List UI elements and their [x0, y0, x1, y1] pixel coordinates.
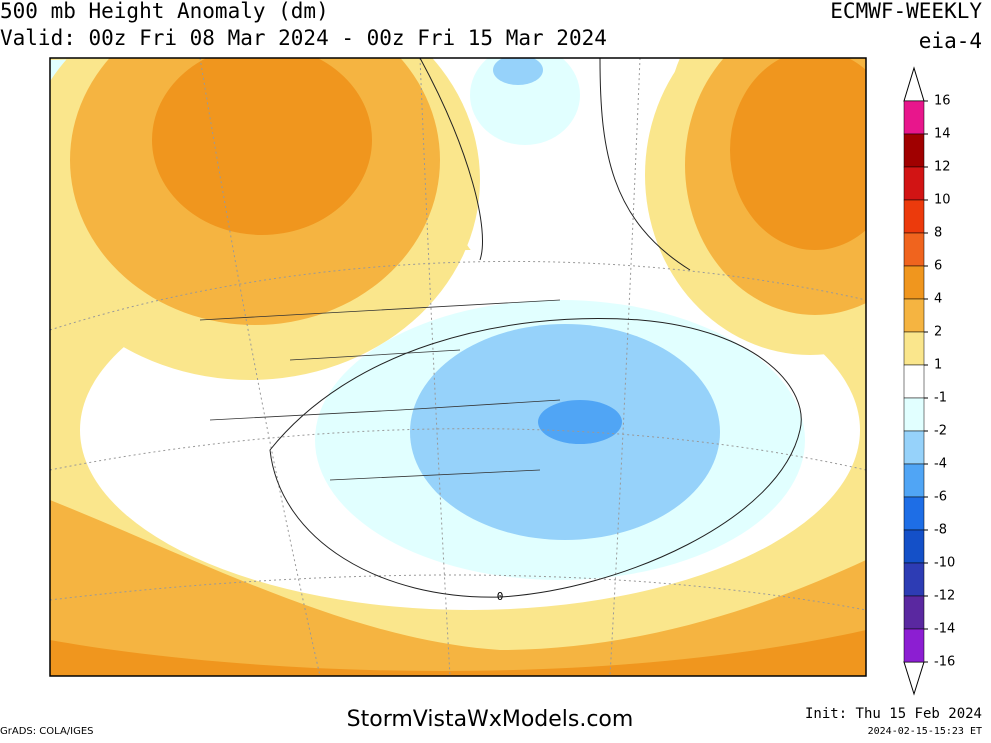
- colorbar-label: -2: [934, 424, 947, 439]
- colorbar-label: -10: [934, 556, 955, 571]
- valid-period: Valid: 00z Fri 08 Mar 2024 - 00z Fri 15 …: [0, 26, 607, 50]
- colorbar-swatch: [903, 298, 925, 333]
- colorbar-swatch: [903, 265, 925, 300]
- colorbar-swatch: [903, 463, 925, 498]
- colorbar-swatch: [903, 331, 925, 366]
- timestamp: 2024-02-15-15:23 ET: [868, 726, 982, 737]
- site: StormVistaWxModels.com: [347, 707, 634, 732]
- colorbar-label: 6: [934, 259, 942, 274]
- colorbar-swatch: [903, 562, 925, 597]
- colorbar-swatch: [903, 430, 925, 465]
- colorbar-label: 14: [934, 127, 951, 142]
- colorbar-label: -1: [934, 391, 947, 406]
- colorbar-label: 1: [934, 358, 942, 373]
- colorbar-swatch: [903, 100, 925, 135]
- colorbar-label: 16: [934, 94, 951, 109]
- colorbar-label: -14: [934, 622, 955, 637]
- title: 500 mb Height Anomaly (dm): [0, 0, 329, 23]
- contour-label: 0: [497, 590, 504, 603]
- colorbar-label: 8: [934, 226, 942, 241]
- colorbar-arrow-bottom: [903, 661, 925, 696]
- map: 0: [50, 58, 866, 676]
- colorbar-label: -16: [934, 655, 955, 670]
- colorbar-swatch: [903, 595, 925, 630]
- colorbar-swatch: [903, 397, 925, 432]
- credit: GrADS: COLA/IGES: [0, 726, 94, 737]
- model-name: ECMWF-WEEKLY: [830, 0, 982, 23]
- colorbar-label: -6: [934, 490, 947, 505]
- colorbar-swatch: [903, 496, 925, 531]
- colorbar-swatch: [903, 199, 925, 234]
- colorbar-swatch: [903, 628, 925, 663]
- colorbar: 16 14 12 10 8 6 4 2 1 -1 -2 -4 -6 -8 -10 -12 -14 -16: [903, 66, 955, 696]
- product-name: eia-4: [919, 29, 982, 53]
- colorbar-label: -8: [934, 523, 947, 538]
- colorbar-label: 10: [934, 193, 951, 208]
- colorbar-label: 12: [934, 160, 951, 175]
- colorbar-swatch: [903, 232, 925, 267]
- colorbar-label: -12: [934, 589, 955, 604]
- colorbar-swatch: [903, 133, 925, 168]
- init-time: Init: Thu 15 Feb 2024: [805, 706, 982, 722]
- colorbar-label: -4: [934, 457, 947, 472]
- colorbar-swatch: [903, 364, 925, 399]
- colorbar-label: 4: [934, 292, 942, 307]
- map-frame: [49, 57, 867, 677]
- colorbar-arrow-top: [903, 66, 925, 102]
- colorbar-swatch: [903, 166, 925, 201]
- colorbar-swatch: [903, 529, 925, 564]
- colorbar-label: 2: [934, 325, 942, 340]
